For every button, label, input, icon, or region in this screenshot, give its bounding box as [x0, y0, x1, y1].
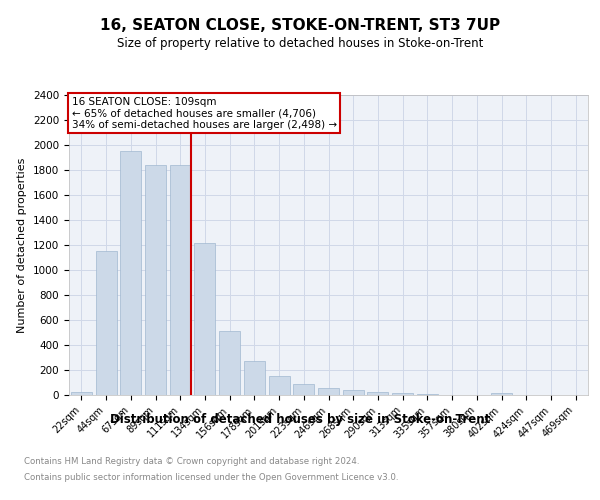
Bar: [269, 376, 290, 395]
Bar: [318, 388, 339, 395]
Text: Contains HM Land Registry data © Crown copyright and database right 2024.: Contains HM Land Registry data © Crown c…: [24, 458, 359, 466]
Text: Distribution of detached houses by size in Stoke-on-Trent: Distribution of detached houses by size …: [110, 412, 490, 426]
Bar: [417, 394, 438, 395]
Bar: [170, 165, 191, 395]
Bar: [392, 392, 413, 395]
Y-axis label: Number of detached properties: Number of detached properties: [17, 158, 28, 332]
Bar: [71, 392, 92, 395]
Text: 16 SEATON CLOSE: 109sqm
← 65% of detached houses are smaller (4,706)
34% of semi: 16 SEATON CLOSE: 109sqm ← 65% of detache…: [71, 96, 337, 130]
Bar: [367, 392, 388, 395]
Text: Size of property relative to detached houses in Stoke-on-Trent: Size of property relative to detached ho…: [117, 38, 483, 51]
Bar: [120, 151, 141, 395]
Bar: [194, 242, 215, 395]
Bar: [343, 390, 364, 395]
Bar: [219, 331, 240, 395]
Bar: [95, 252, 116, 395]
Bar: [244, 361, 265, 395]
Text: Contains public sector information licensed under the Open Government Licence v3: Contains public sector information licen…: [24, 472, 398, 482]
Text: 16, SEATON CLOSE, STOKE-ON-TRENT, ST3 7UP: 16, SEATON CLOSE, STOKE-ON-TRENT, ST3 7U…: [100, 18, 500, 32]
Bar: [145, 165, 166, 395]
Bar: [491, 392, 512, 395]
Bar: [293, 384, 314, 395]
